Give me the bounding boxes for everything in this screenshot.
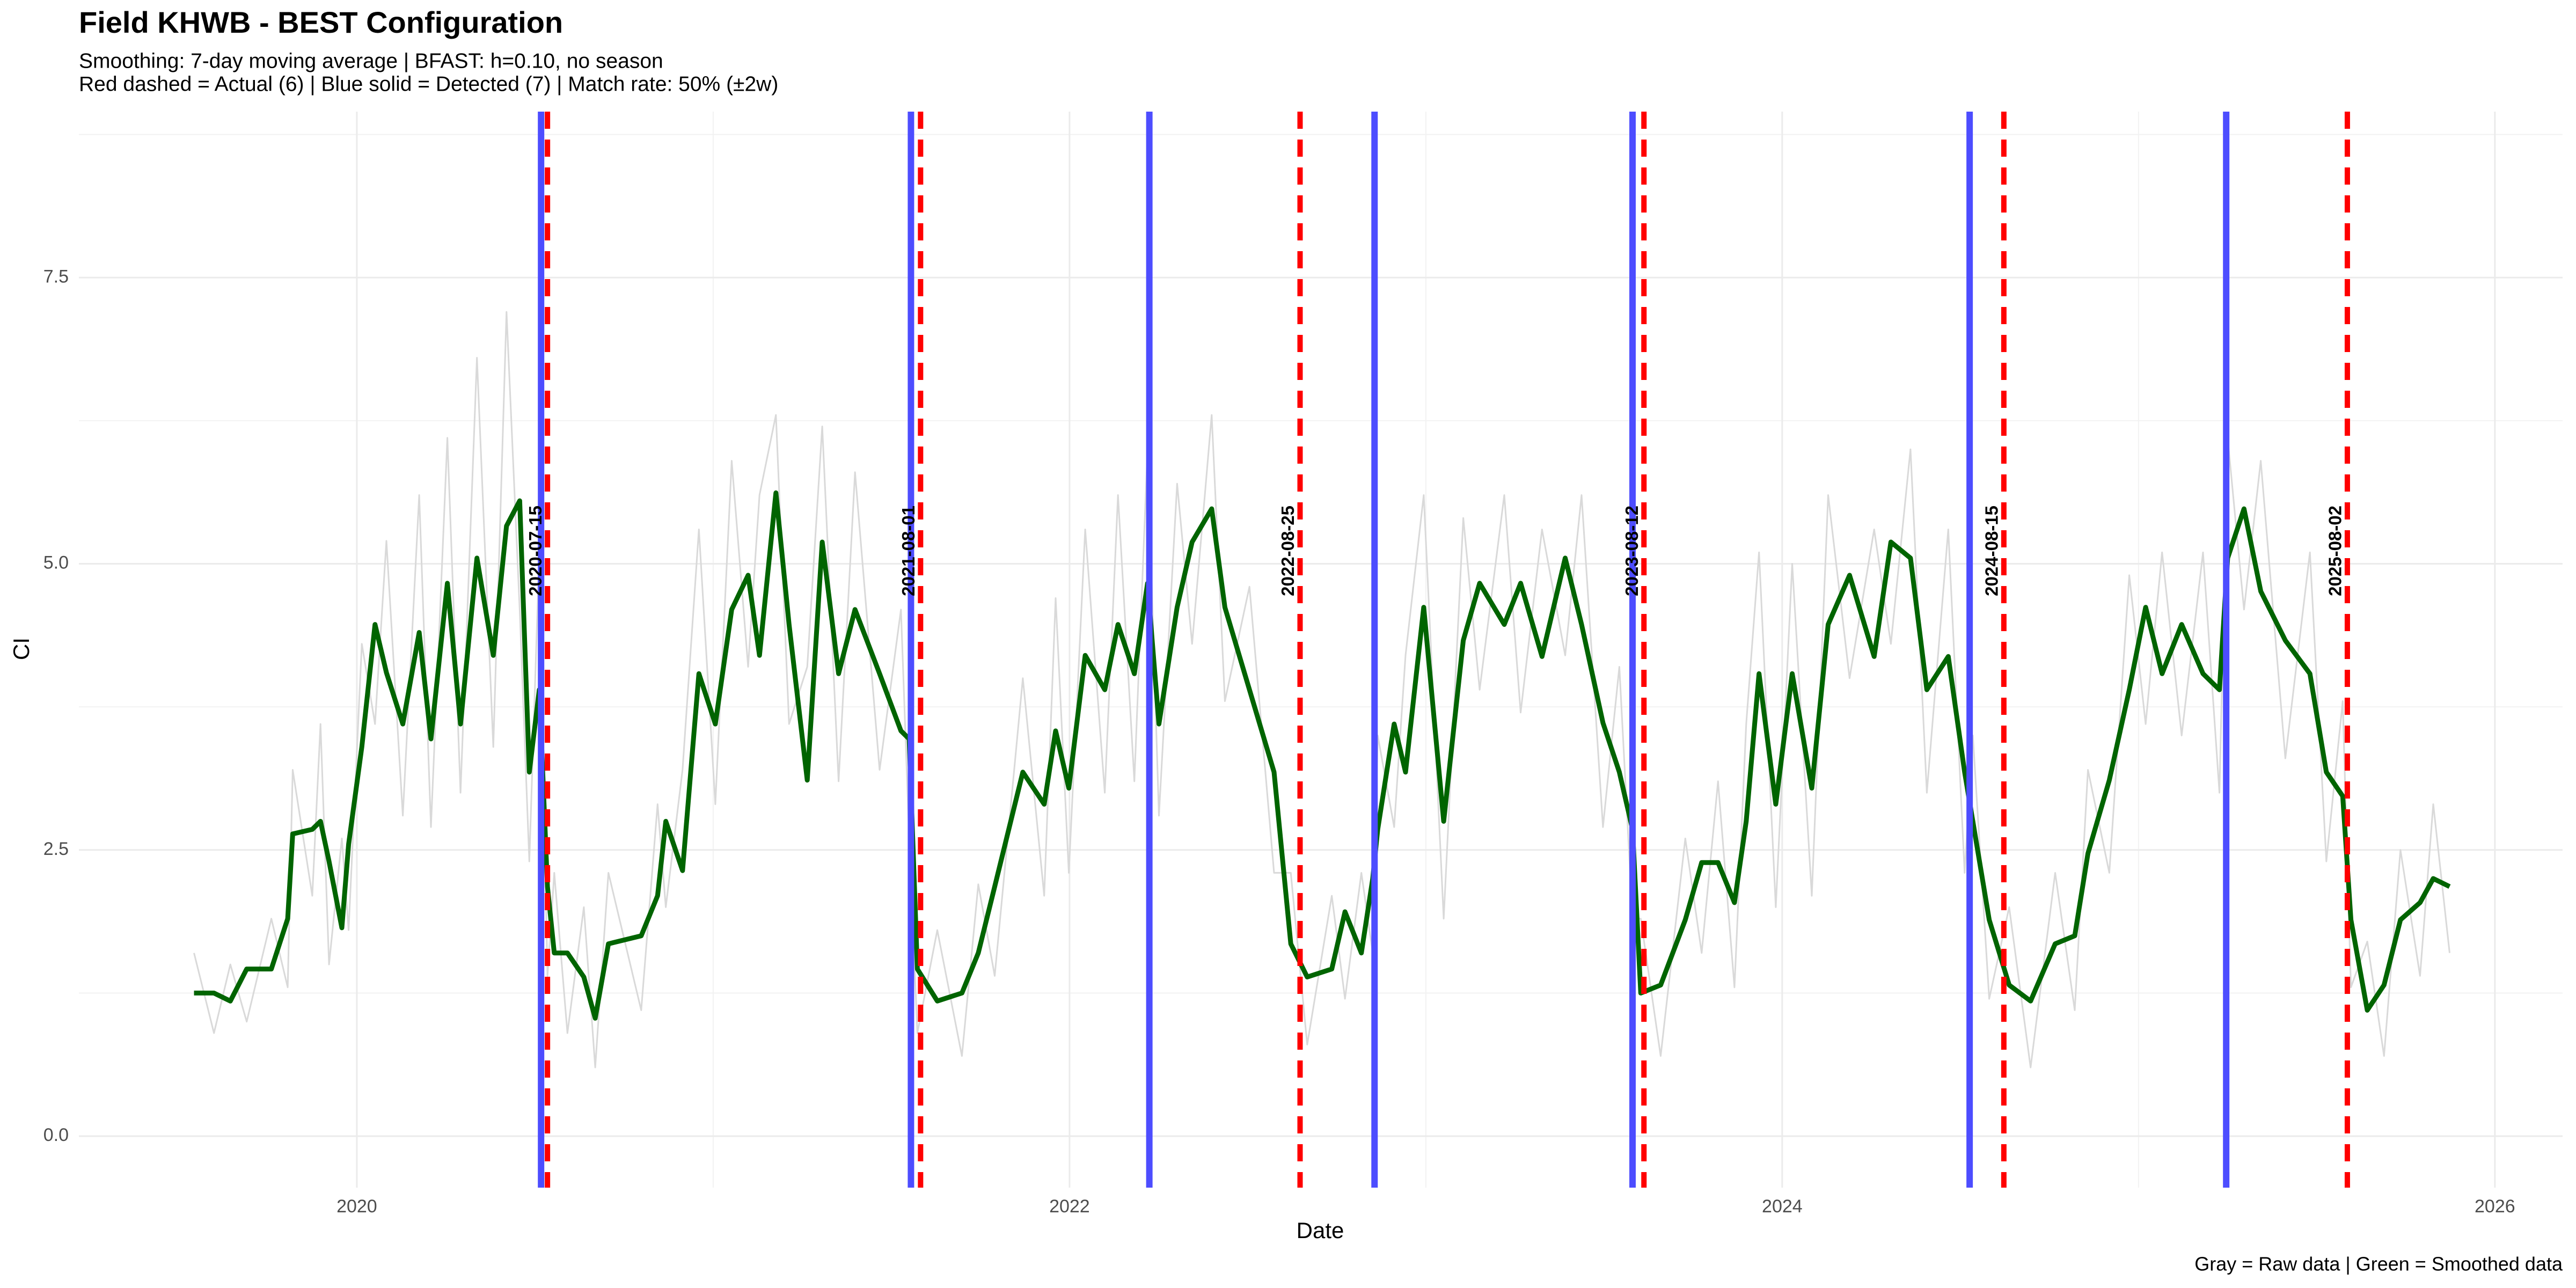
caption: Gray = Raw data | Green = Smoothed data [2194, 1253, 2563, 1275]
x-tick-label: 2026 [2475, 1196, 2515, 1217]
y-tick-label: 7.5 [43, 266, 69, 287]
chart-subtitle: Smoothing: 7-day moving average | BFAST:… [79, 49, 663, 72]
y-tick-label: 2.5 [43, 839, 69, 859]
actual-break-label: 2020-07-15 [525, 506, 545, 596]
smoothed-line [194, 490, 2451, 1021]
y-tick-label: 5.0 [43, 553, 69, 573]
y-axis-label: CI [9, 638, 34, 660]
x-tick-label: 2022 [1049, 1196, 1090, 1217]
chart-title: Field KHWB - BEST Configuration [79, 5, 563, 39]
actual-break-label: 2024-08-15 [1982, 506, 2002, 596]
actual-break-label: 2025-08-02 [2325, 506, 2345, 596]
chart-subtitle: Red dashed = Actual (6) | Blue solid = D… [79, 72, 778, 96]
actual-break-label: 2021-08-01 [898, 506, 918, 596]
actual-break-label: 2023-08-12 [1622, 506, 1642, 596]
raw-line [193, 311, 2450, 1069]
x-tick-label: 2024 [1762, 1196, 1803, 1217]
actual-break-label: 2022-08-25 [1278, 506, 1298, 596]
y-tick-label: 0.0 [43, 1125, 69, 1145]
x-axis-label: Date [1297, 1218, 1344, 1243]
x-tick-label: 2020 [336, 1196, 377, 1217]
